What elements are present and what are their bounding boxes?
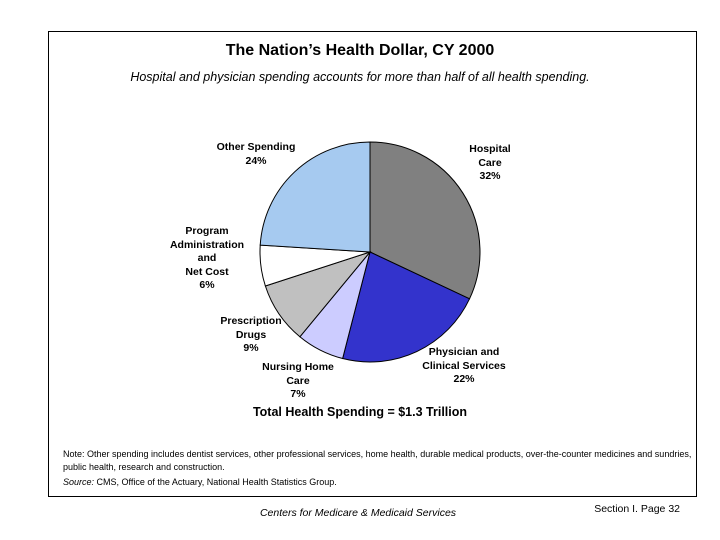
slice-label-line: Nursing Home xyxy=(262,361,334,373)
slice-label-line: Physician and xyxy=(428,346,500,358)
slice-label-line: Drugs xyxy=(235,328,267,341)
label-hospital-care: Hospital Care 32% xyxy=(454,143,526,184)
slice-label-line: Prescription xyxy=(220,315,282,327)
slice-label-line: 7% xyxy=(290,388,306,400)
slice-label-line: 9% xyxy=(243,342,259,354)
label-other-spending: Other Spending 24% xyxy=(206,141,306,168)
source-label: Source: xyxy=(63,477,95,487)
slice-label-line: Care xyxy=(286,374,310,387)
label-prescription-drugs: Prescription Drugs 9% xyxy=(207,315,295,356)
slice-label-line: 24% xyxy=(245,154,267,167)
chart-subtitle: Hospital and physician spending accounts… xyxy=(130,70,590,84)
label-physician-services: Physician and Clinical Services 22% xyxy=(408,346,520,387)
note-text: Note: Other spending includes dentist se… xyxy=(63,449,692,472)
slice-label-line: and xyxy=(197,252,217,264)
slice-label-line: Clinical Services xyxy=(422,359,506,372)
slice-label-line: Administration xyxy=(169,238,245,251)
source-line: Source: CMS, Office of the Actuary, Nati… xyxy=(63,477,337,487)
slice-label-line: 6% xyxy=(199,279,215,291)
label-program-administration: Program Administration and Net Cost 6% xyxy=(160,225,254,293)
slice-label-line: 32% xyxy=(479,170,501,182)
pie-slice-hospital-care xyxy=(369,141,481,300)
chart-title: The Nation’s Health Dollar, CY 2000 xyxy=(225,42,495,59)
total-spending-label: Total Health Spending = $1.3 Trillion xyxy=(252,405,468,419)
slice-label-line: Program xyxy=(185,225,229,237)
slice-label-line: Other Spending xyxy=(216,141,296,153)
label-nursing-home-care: Nursing Home Care 7% xyxy=(250,361,346,402)
footer-page-number: Section I. Page 32 xyxy=(594,503,680,515)
pie-slice-other-spending xyxy=(259,141,371,253)
slice-label-line: Hospital xyxy=(469,143,511,155)
slice-label-line: Net Cost xyxy=(185,265,229,278)
slice-label-line: 22% xyxy=(453,373,475,385)
pie-slice-physician-services xyxy=(342,251,471,363)
source-text: CMS, Office of the Actuary, National Hea… xyxy=(94,477,337,487)
slide-frame xyxy=(48,31,697,497)
slice-label-line: Care xyxy=(478,156,502,169)
footer-organization: Centers for Medicare & Medicaid Services xyxy=(259,507,457,519)
